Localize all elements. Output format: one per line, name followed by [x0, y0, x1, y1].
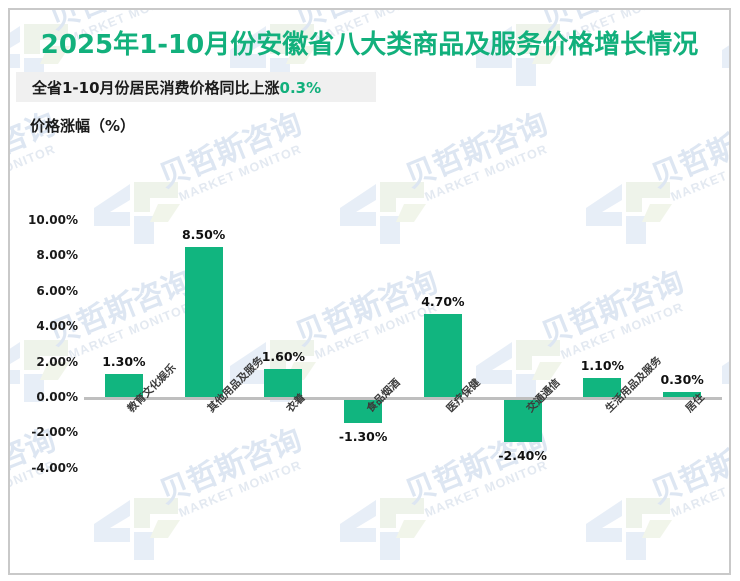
- y-axis-title: 价格涨幅（%）: [30, 117, 136, 135]
- bar-value-label: 1.10%: [580, 357, 625, 373]
- bar-group: 4.70% 医疗保健: [403, 150, 483, 573]
- y-axis-tick-labels: 10.00% 8.00% 6.00% 4.00% 2.00% 0.00% -2.00% -4.…: [10, 150, 84, 573]
- bar-value-label: -1.30%: [338, 429, 388, 444]
- plot-area: 10.00% 8.00% 6.00% 4.00% 2.00% 0.00% -2.00% -4.…: [10, 150, 729, 573]
- subtitle-highlight: 0.3%: [279, 79, 322, 97]
- subtitle: 全省1-10月份居民消费价格同比上涨0.3%: [32, 77, 321, 98]
- bar-group: 1.10% 生活用品及服务: [563, 150, 665, 573]
- bar-value-label: 1.60%: [261, 348, 306, 364]
- x-axis-category-label: 交通通信: [524, 376, 563, 415]
- bar-value-label: 1.30%: [102, 353, 146, 369]
- y-axis-tick-label: -2.00%: [31, 425, 78, 440]
- bar[interactable]: [423, 313, 462, 397]
- bar-value-label: 4.70%: [421, 293, 465, 309]
- bar-value-label: 8.50%: [181, 226, 226, 242]
- y-axis-tick-label: 10.00%: [28, 213, 78, 227]
- y-axis-tick-label: 4.00%: [36, 319, 78, 334]
- y-axis-tick-label: -4.00%: [31, 460, 78, 475]
- bar[interactable]: [104, 373, 143, 397]
- bar[interactable]: [663, 391, 702, 397]
- bar[interactable]: [583, 377, 622, 397]
- y-axis-tick-label: 8.00%: [36, 248, 78, 263]
- bar-group: -2.40% 交通通信: [483, 150, 563, 573]
- bar-value-label: 0.30%: [660, 371, 704, 387]
- y-axis-tick-label: 2.00%: [36, 354, 78, 369]
- page-title: 2025年1-10月份安徽省八大类商品及服务价格增长情况: [40, 30, 699, 60]
- bar-group: 0.30% 居住: [642, 150, 722, 573]
- bar-value-label: -2.40%: [498, 448, 547, 464]
- y-axis-tick-label: 6.00%: [36, 283, 78, 298]
- bar-group: 1.30% 教育文化娱乐: [84, 150, 178, 573]
- bar[interactable]: [344, 400, 383, 423]
- x-axis-category-label: 食品烟酒: [364, 376, 403, 415]
- subtitle-band: [16, 72, 376, 102]
- chart-header: 2025年1-10月份安徽省八大类商品及服务价格增长情况: [10, 10, 729, 61]
- zero-axis-line: [84, 397, 722, 400]
- bar-group: -1.30% 食品烟酒: [323, 150, 403, 573]
- y-axis-tick-label: 0.00%: [36, 390, 78, 404]
- bar[interactable]: [184, 246, 223, 397]
- bar-series: 1.30% 教育文化娱乐 8.50% 其他用品及服务 1.60% 衣着 -1.30% 食品烟酒…: [84, 150, 722, 573]
- bar[interactable]: [503, 400, 542, 443]
- bar-group: 1.60% 衣着: [244, 150, 324, 573]
- bar-group: 8.50% 其他用品及服务: [164, 150, 266, 573]
- subtitle-text: 全省1-10月份居民消费价格同比上涨: [32, 79, 280, 97]
